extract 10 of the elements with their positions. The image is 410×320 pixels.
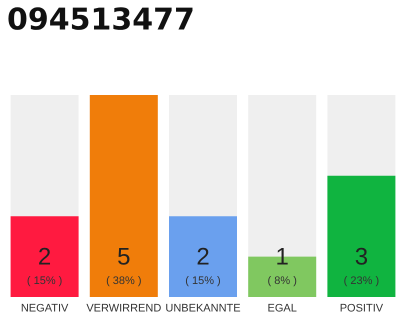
data-label: 3 ( 23% ) xyxy=(344,244,380,287)
data-label: 2 ( 15% ) xyxy=(185,244,221,287)
x-tick-label: UNBEKANNTE xyxy=(165,302,241,314)
x-tick-label: POSITIV xyxy=(340,302,384,314)
data-label: 5 ( 38% ) xyxy=(106,244,142,287)
chart-title: 094513477 xyxy=(7,2,195,38)
data-label: 2 ( 15% ) xyxy=(26,244,62,287)
x-tick-label: NEGATIV xyxy=(20,302,69,314)
x-tick-label: EGAL xyxy=(268,302,297,314)
x-tick-label: VERWIRREND xyxy=(86,302,162,314)
